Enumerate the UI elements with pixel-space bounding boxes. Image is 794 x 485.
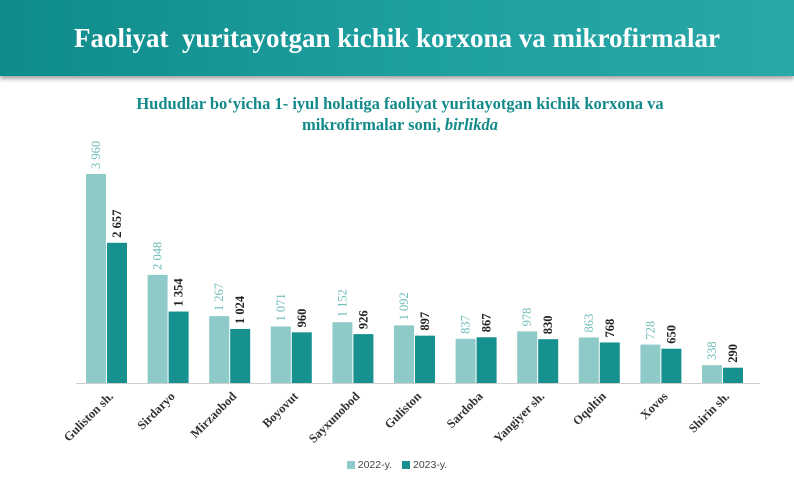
value-label-2023-y-mirzaobod: 1 024 <box>233 295 247 324</box>
chart-title-line1: Hududlar bo‘yicha 1- iyul holatiga faoli… <box>136 94 664 113</box>
header-banner: Faoliyat yuritayotgan kichik korxona va … <box>0 0 794 76</box>
bar-2022-y-yangiyer-sh <box>517 331 538 383</box>
category-label-oqoltin: Oqoltin <box>570 389 609 428</box>
value-label-2023-y-xovos: 650 <box>664 325 678 344</box>
category-label-guliston: Guliston <box>382 389 424 431</box>
bar-2022-y-guliston <box>394 325 414 383</box>
value-label-2023-y-guliston: 897 <box>418 312 432 331</box>
value-label-2023-y-shirin-sh: 290 <box>726 344 740 363</box>
bar-2023-y-oqoltin <box>599 342 620 383</box>
bar-2023-y-sayxunobod <box>353 334 374 383</box>
value-label-2022-y-xovos: 728 <box>643 321 657 340</box>
value-label-2023-y-sirdaryo: 1 354 <box>172 278 186 307</box>
bar-2023-y-yangiyer-sh <box>538 339 559 383</box>
category-label-boyovut: Boyovut <box>260 389 302 431</box>
page-title: Faoliyat yuritayotgan kichik korxona va … <box>74 22 720 53</box>
category-label-sardoba: Sardoba <box>444 389 486 431</box>
chart-title-unit: birlikda <box>444 115 499 134</box>
bar-2023-y-shirin-sh <box>723 367 743 383</box>
legend-item-2023: 2023-y. <box>402 459 447 471</box>
bar-2023-y-xovos <box>661 348 682 383</box>
value-label-2022-y-guliston: 1 092 <box>397 292 411 320</box>
legend-item-2022: 2022-y. <box>346 459 392 471</box>
category-label-yangiyer-sh: Yangiyer sh. <box>491 389 547 445</box>
bar-2022-y-boyovut <box>270 326 291 383</box>
bar-2022-y-sirdaryo <box>147 274 168 383</box>
chart-legend: 2022-y. 2023-y. <box>0 459 794 471</box>
bar-2023-y-guliston-sh <box>107 242 127 383</box>
bar-2023-y-sirdaryo <box>168 311 189 383</box>
legend-label-2022: 2022-y. <box>357 459 392 471</box>
bar-2022-y-sardoba <box>455 338 476 383</box>
category-label-mirzaobod: Mirzaobod <box>188 389 240 441</box>
category-label-shirin-sh: Shirin sh. <box>686 389 732 435</box>
bar-2023-y-boyovut <box>291 332 312 383</box>
value-label-2022-y-sirdaryo: 2 048 <box>151 242 165 270</box>
legend-label-2023: 2023-y. <box>413 459 448 471</box>
category-label-xovos: Xovos <box>638 389 671 422</box>
value-label-2022-y-sardoba: 837 <box>459 315 473 334</box>
chart-title-line2: mikrofirmalar soni, <box>301 115 441 134</box>
category-label-guliston-sh: Guliston sh. <box>61 389 116 444</box>
value-label-2023-y-sardoba: 867 <box>480 313 494 332</box>
bar-2023-y-mirzaobod <box>230 328 251 383</box>
bar-2022-y-oqoltin <box>578 337 599 383</box>
bar-2023-y-guliston <box>415 335 435 383</box>
bar-2022-y-xovos <box>640 344 661 383</box>
bar-2023-y-sardoba <box>476 337 497 383</box>
bar-2022-y-sayxunobod <box>332 322 353 383</box>
value-label-2023-y-boyovut: 960 <box>295 309 309 328</box>
category-label-sirdaryo: Sirdaryo <box>134 389 177 432</box>
value-label-2022-y-sayxunobod: 1 152 <box>335 289 349 317</box>
value-label-2023-y-guliston-sh: 2 657 <box>110 210 124 238</box>
value-label-2023-y-oqoltin: 768 <box>603 319 617 338</box>
bar-2022-y-shirin-sh <box>702 365 722 383</box>
legend-swatch-2022 <box>346 461 355 469</box>
value-label-2022-y-guliston-sh: 3 960 <box>89 141 103 169</box>
value-label-2022-y-oqoltin: 863 <box>582 314 596 333</box>
value-label-2022-y-shirin-sh: 338 <box>705 341 719 360</box>
bar-2022-y-guliston-sh <box>86 174 106 383</box>
value-label-2022-y-mirzaobod: 1 267 <box>212 283 226 311</box>
value-label-2023-y-sayxunobod: 926 <box>356 310 370 329</box>
chart-title: Hududlar bo‘yicha 1- iyul holatiga faoli… <box>60 93 740 135</box>
value-label-2023-y-yangiyer-sh: 830 <box>541 315 555 334</box>
value-label-2022-y-boyovut: 1 071 <box>274 293 288 321</box>
value-label-2022-y-yangiyer-sh: 978 <box>520 308 534 327</box>
category-label-sayxunobod: Sayxunobod <box>306 389 363 446</box>
legend-swatch-2023 <box>402 461 410 469</box>
bar-2022-y-mirzaobod <box>209 316 230 383</box>
